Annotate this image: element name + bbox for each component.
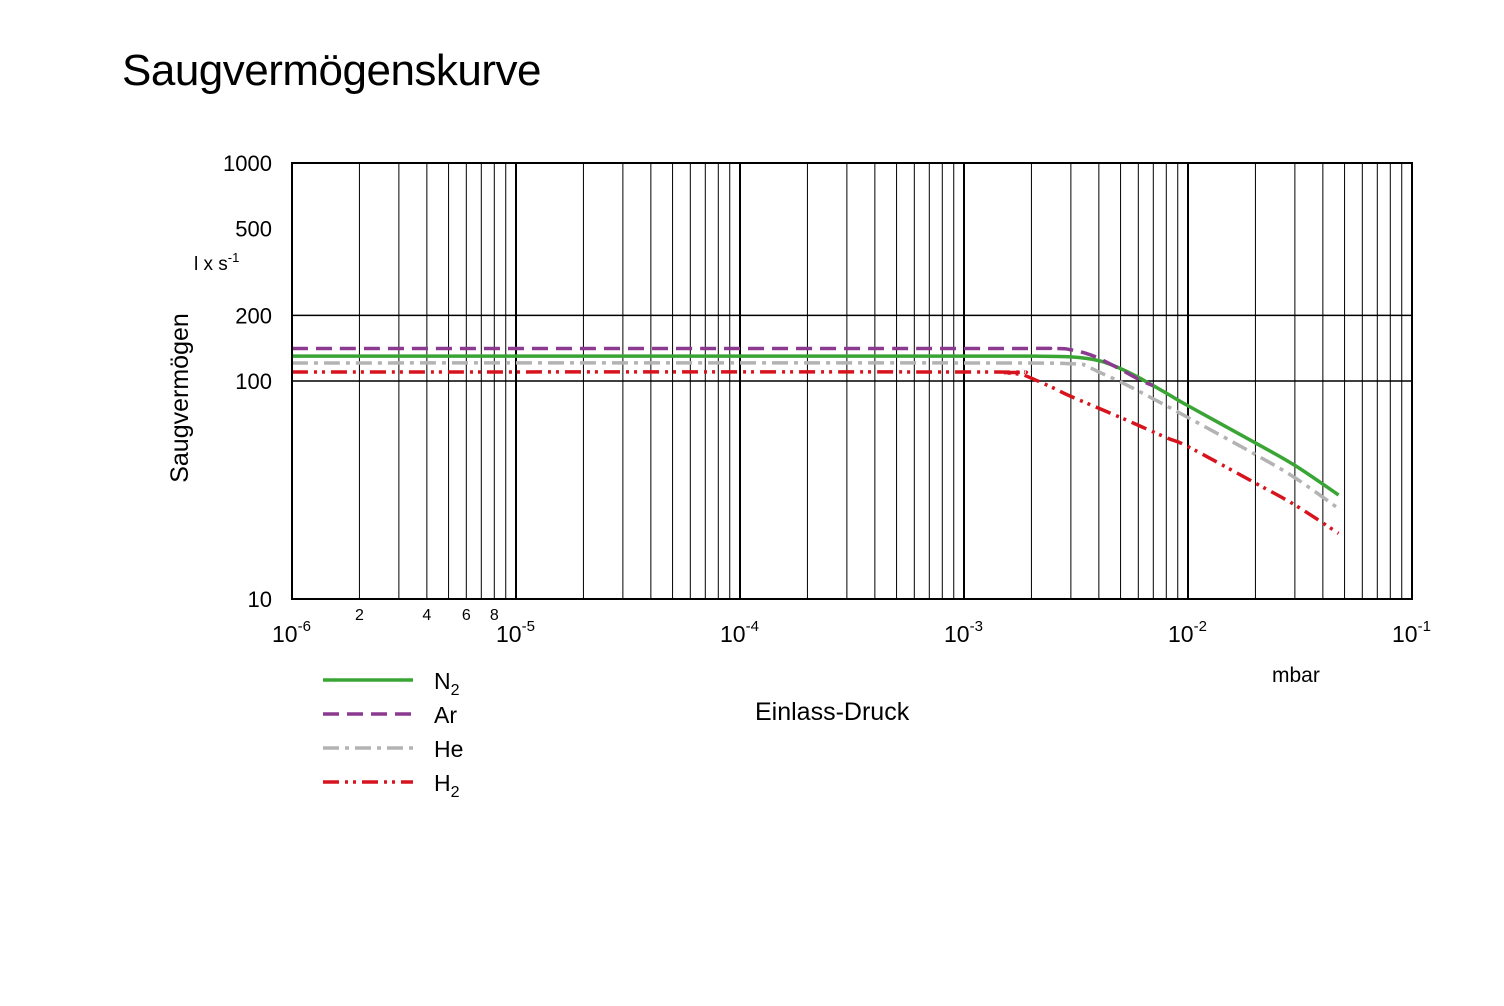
series-lines <box>291 346 1340 535</box>
legend-label: N2 <box>434 668 460 699</box>
x-tick-labels: 10-6 10-5 10-4 10-3 10-2 10-1 2 4 6 8 <box>272 607 1431 647</box>
x-axis-title: Einlass-Druck <box>755 698 910 726</box>
y-tick-label: 500 <box>235 217 272 242</box>
x-tick-label: 10-6 <box>272 618 311 647</box>
y-axis-title: Saugvermögen <box>166 313 194 483</box>
x-minor-tick-label: 8 <box>490 607 499 624</box>
legend-label: Ar <box>434 702 457 728</box>
x-tick-label: 10-5 <box>496 618 535 647</box>
x-minor-tick-label: 6 <box>462 607 471 624</box>
x-tick-label: 10-4 <box>720 618 759 647</box>
x-tick-label: 10-3 <box>944 618 983 647</box>
x-unit-label: mbar <box>1272 664 1320 687</box>
series-line-he <box>291 361 1340 510</box>
x-minor-tick-label: 2 <box>355 607 364 624</box>
x-tick-label: 10-1 <box>1392 618 1431 647</box>
legend-label: He <box>434 736 463 762</box>
x-tick-label: 10-2 <box>1168 618 1207 647</box>
series-line-ar <box>292 346 1155 388</box>
x-minor-tick-label: 4 <box>422 607 431 624</box>
y-tick-label: 100 <box>235 369 272 394</box>
chart-title: Saugvermögenskurve <box>122 46 542 95</box>
plot-frame <box>291 162 1413 600</box>
legend: N2 Ar He H2 <box>323 668 463 801</box>
series-line-h2 <box>291 370 1340 535</box>
grid <box>292 163 1412 599</box>
y-tick-label: 200 <box>235 303 272 328</box>
legend-label: H2 <box>434 770 460 801</box>
y-tick-label: 1000 <box>223 151 272 176</box>
y-tick-labels: 1000 500 200 100 10 <box>223 151 272 612</box>
y-unit-label: l x s-1 <box>194 250 239 275</box>
y-tick-label: 10 <box>248 587 272 612</box>
